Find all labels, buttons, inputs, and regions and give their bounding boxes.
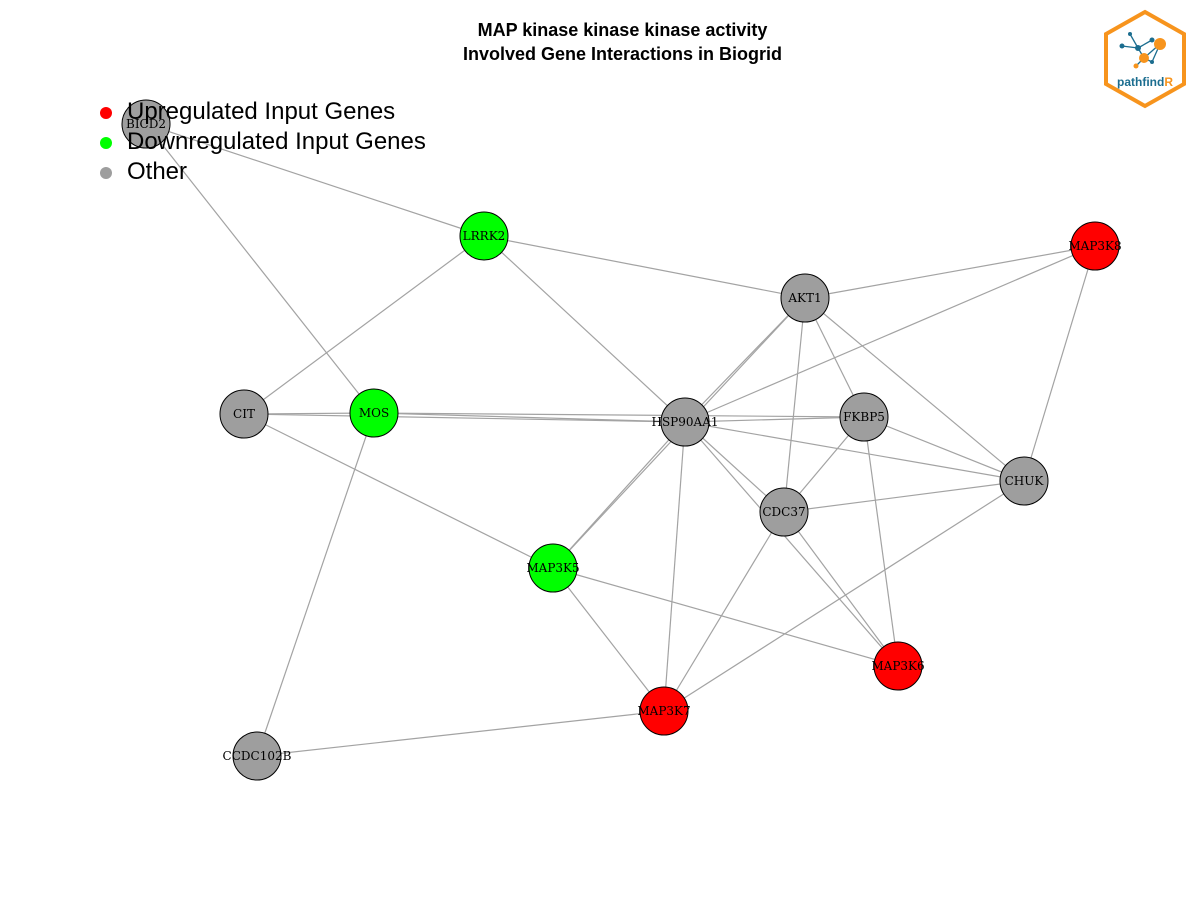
title-line-2: Involved Gene Interactions in Biogrid <box>462 44 783 64</box>
edge-bicd2-lrrk2 <box>145 123 485 237</box>
edge-chuk-map3k7 <box>663 480 1025 712</box>
edge-map3k8-akt1 <box>804 245 1096 299</box>
edge-hsp90aa1-map3k5 <box>552 421 686 569</box>
edge-fkbp5-map3k6 <box>863 416 899 667</box>
node-circle <box>1070 221 1120 271</box>
pathfindr-logo: pathfindR <box>1104 9 1186 109</box>
logo-text-accent: R <box>1164 75 1173 89</box>
node-map3k5: MAP3K5 <box>526 543 580 593</box>
node-circle <box>459 211 509 261</box>
node-akt1: AKT1 <box>780 273 830 323</box>
node-cit: CIT <box>219 389 269 439</box>
logo-text-main: pathfind <box>1117 75 1164 89</box>
edge-layer <box>145 123 1096 757</box>
edge-map3k7-ccdc102b <box>256 710 665 757</box>
node-mos: MOS <box>349 388 399 438</box>
edge-cit-map3k5 <box>243 413 554 569</box>
logo-wordmark: pathfindR <box>1117 75 1173 89</box>
node-label: BICD2 <box>126 117 166 131</box>
legend-dot-other-icon <box>100 167 112 179</box>
node-hsp90aa1: HSP90AA1 <box>652 397 719 447</box>
edge-mos-ccdc102b <box>256 412 375 757</box>
node-ccdc102b: CCDC102B <box>223 731 292 781</box>
node-label: CHUK <box>1005 474 1045 488</box>
edge-fkbp5-chuk <box>863 416 1025 482</box>
legend-label: Other <box>127 158 188 185</box>
node-label: CCDC102B <box>223 749 292 763</box>
node-fkbp5: FKBP5 <box>839 392 889 442</box>
node-circle <box>639 686 689 736</box>
edge-bicd2-mos <box>145 123 375 414</box>
node-circle <box>232 731 282 781</box>
edge-lrrk2-cit <box>243 235 485 415</box>
node-circle <box>839 392 889 442</box>
edge-map3k5-map3k6 <box>552 567 899 667</box>
edge-lrrk2-akt1 <box>483 235 806 299</box>
node-label: FKBP5 <box>843 410 885 424</box>
edge-akt1-chuk <box>804 297 1025 482</box>
node-map3k6: MAP3K6 <box>871 641 925 691</box>
node-circle <box>999 456 1049 506</box>
legend-label: Upregulated Input Genes <box>127 98 396 125</box>
title-line-1: MAP kinase kinase kinase activity <box>477 20 768 40</box>
edge-hsp90aa1-map3k7 <box>663 421 686 712</box>
node-cdc37: CDC37 <box>759 487 809 537</box>
node-circle <box>873 641 923 691</box>
node-layer: BICD2 LRRK2 MAP3K8 AKT1 CIT MOS HSP90AA1 FKBP5 C… <box>121 99 1122 781</box>
node-circle <box>121 99 171 149</box>
edge-cdc37-chuk <box>783 480 1025 513</box>
edge-cdc37-map3k6 <box>783 511 899 667</box>
node-chuk: CHUK <box>999 456 1049 506</box>
node-circle <box>780 273 830 323</box>
node-label: MAP3K8 <box>1068 239 1121 253</box>
edge-map3k5-map3k7 <box>552 567 665 712</box>
edge-cit-hsp90aa1 <box>243 413 686 423</box>
edge-cdc37-map3k7 <box>663 511 785 712</box>
logo-dots-icon <box>1119 32 1166 69</box>
node-label: AKT1 <box>787 291 821 305</box>
node-circle <box>349 388 399 438</box>
node-label: MAP3K7 <box>637 704 690 718</box>
node-map3k8: MAP3K8 <box>1068 221 1122 271</box>
node-label: HSP90AA1 <box>652 415 719 429</box>
node-label: CDC37 <box>762 505 805 519</box>
legend-dot-upregulated-icon <box>100 107 112 119</box>
node-label: LRRK2 <box>463 229 506 243</box>
node-label: MOS <box>359 406 389 420</box>
node-bicd2: BICD2 <box>121 99 171 149</box>
edge-hsp90aa1-map3k6 <box>684 421 899 667</box>
legend-label: Downregulated Input Genes <box>127 128 426 155</box>
node-circle <box>759 487 809 537</box>
edge-akt1-cdc37 <box>783 297 806 513</box>
edge-map3k8-chuk <box>1023 245 1096 482</box>
edge-mos-hsp90aa1 <box>373 412 686 423</box>
edge-lrrk2-hsp90aa1 <box>483 235 686 423</box>
figure-title: MAP kinase kinase kinase activity Involv… <box>0 18 1200 66</box>
node-label: CIT <box>233 407 255 421</box>
node-circle <box>219 389 269 439</box>
edge-map3k8-hsp90aa1 <box>684 245 1096 423</box>
node-circle <box>660 397 710 447</box>
edge-mos-fkbp5 <box>373 412 865 418</box>
node-lrrk2: LRRK2 <box>459 211 509 261</box>
legend-dot-downregulated-icon <box>100 137 112 149</box>
edge-hsp90aa1-chuk <box>684 421 1025 482</box>
node-label: MAP3K5 <box>526 561 579 575</box>
node-map3k7: MAP3K7 <box>637 686 691 736</box>
node-label: MAP3K6 <box>871 659 924 673</box>
edge-hsp90aa1-fkbp5 <box>684 416 865 423</box>
node-circle <box>528 543 578 593</box>
